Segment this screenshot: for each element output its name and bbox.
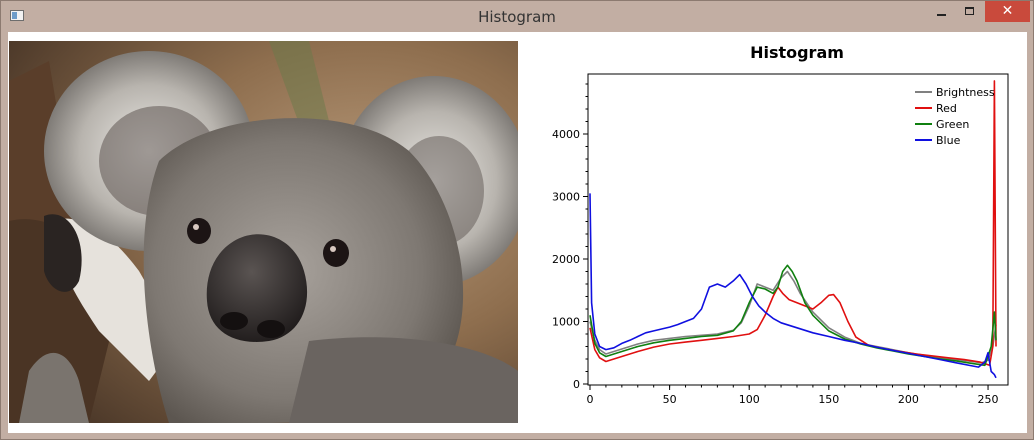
x-tick-label: 150 [818, 393, 839, 406]
legend-label-brightness: Brightness [936, 86, 995, 99]
maximize-button[interactable] [956, 1, 984, 22]
series-line-red [589, 80, 997, 367]
chart-legend: Brightness Red Green Blue [915, 86, 995, 147]
y-tick-label: 4000 [552, 128, 580, 141]
series-line-blue [589, 193, 997, 379]
chart-title: Histogram [750, 43, 844, 62]
close-button[interactable]: ✕ [985, 1, 1030, 22]
y-tick-label: 1000 [552, 316, 580, 329]
koala-photo [9, 41, 518, 423]
window-title: Histogram [478, 8, 556, 26]
title-bar[interactable]: Histogram ✕ [1, 1, 1033, 32]
legend-label-green: Green [936, 118, 969, 131]
y-tick-label: 0 [573, 378, 580, 391]
histogram-chart: Histogram 0 1000 2000 3000 4000 0 50 100 150 200 2… [527, 32, 1027, 433]
legend-label-red: Red [936, 102, 957, 115]
x-tick-label: 0 [587, 393, 594, 406]
x-tick-label: 250 [978, 393, 999, 406]
x-tick-label: 50 [663, 393, 677, 406]
y-tick-label: 2000 [552, 253, 580, 266]
y-tick-label: 3000 [552, 191, 580, 204]
app-window-icon[interactable] [10, 10, 24, 21]
x-tick-label: 100 [739, 393, 760, 406]
x-tick-label: 200 [898, 393, 919, 406]
series-line-brightness [589, 270, 997, 364]
plot-area [587, 73, 1009, 386]
legend-label-blue: Blue [936, 134, 961, 147]
minimize-button[interactable] [927, 1, 955, 22]
client-area: Histogram 0 1000 2000 3000 4000 0 50 100 150 200 2… [8, 32, 1027, 433]
